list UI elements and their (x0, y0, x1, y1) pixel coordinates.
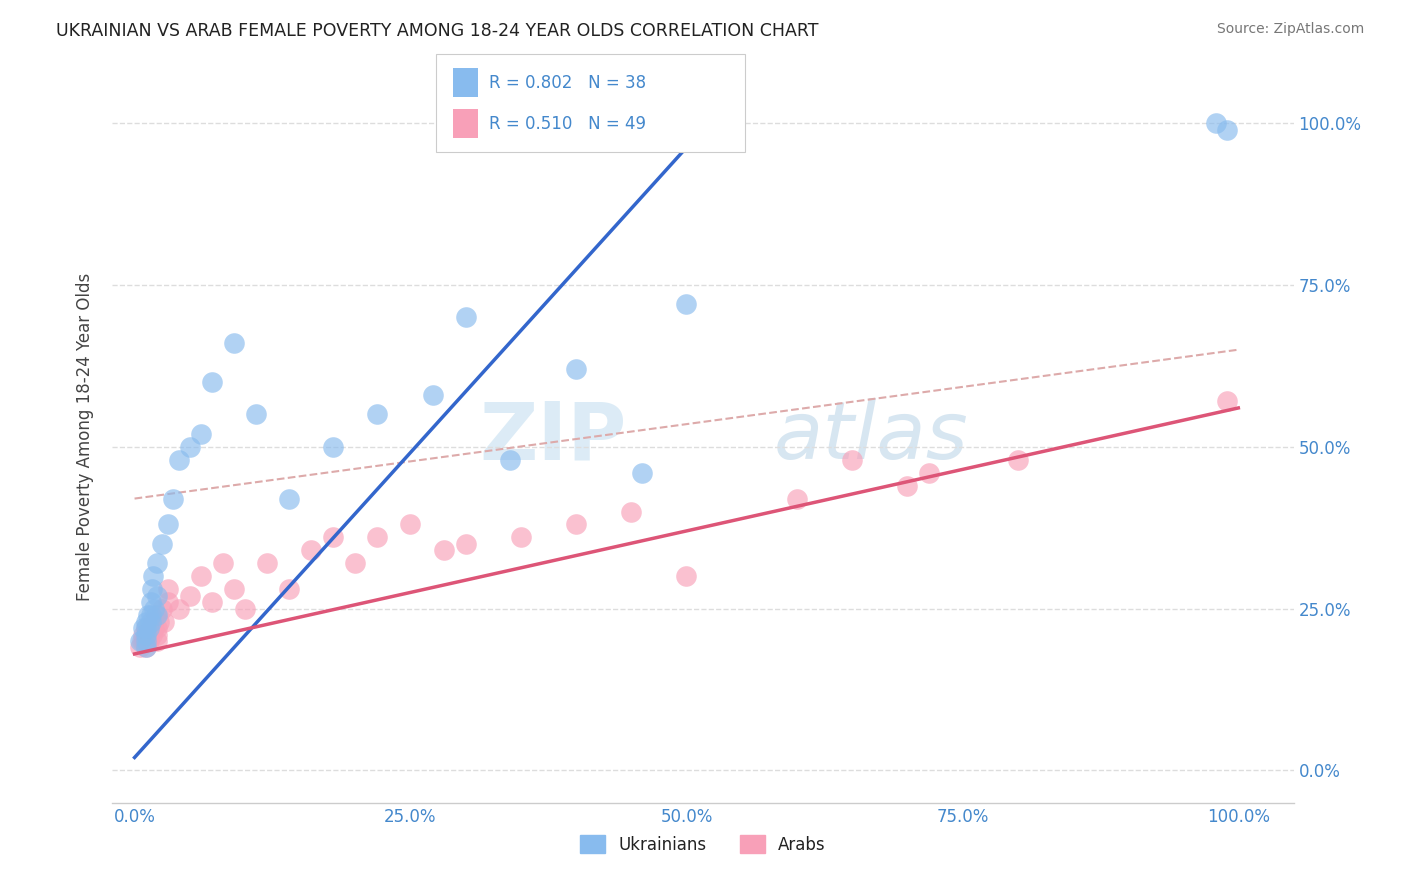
Point (162, 491, 184, 506)
Point (167, 601, 190, 615)
Point (179, 440, 201, 454)
Point (143, 601, 166, 615)
Point (135, 621, 157, 635)
Point (322, 440, 344, 454)
Point (454, 537, 477, 551)
Point (179, 589, 201, 603)
Point (141, 582, 163, 597)
Point (135, 640, 157, 655)
Point (135, 621, 157, 635)
Point (190, 569, 212, 583)
Point (138, 621, 160, 635)
Point (134, 634, 156, 648)
Point (675, 297, 697, 311)
Point (150, 537, 173, 551)
Text: atlas: atlas (773, 398, 969, 476)
Point (145, 627, 167, 641)
Point (138, 634, 160, 648)
Point (132, 627, 155, 641)
Point (1216, 394, 1239, 409)
Point (145, 608, 167, 623)
Point (142, 615, 165, 629)
Point (1216, 122, 1239, 136)
Point (841, 452, 863, 467)
Point (278, 491, 301, 506)
Point (201, 595, 224, 609)
Point (142, 569, 165, 583)
Legend: Ukrainians, Arabs: Ukrainians, Arabs (574, 829, 832, 860)
Point (1007, 452, 1029, 467)
Text: Source: ZipAtlas.com: Source: ZipAtlas.com (1216, 22, 1364, 37)
Point (153, 615, 176, 629)
Point (222, 582, 245, 597)
Point (131, 634, 153, 648)
Point (145, 557, 167, 571)
Point (299, 543, 322, 558)
Point (256, 557, 278, 571)
Point (233, 601, 256, 615)
Text: ZIP: ZIP (479, 398, 626, 476)
Text: R = 0.802   N = 38: R = 0.802 N = 38 (489, 73, 647, 92)
Point (212, 557, 235, 571)
Point (135, 640, 157, 655)
Point (918, 466, 941, 480)
Point (135, 634, 157, 648)
Point (139, 595, 162, 609)
Y-axis label: Female Poverty Among 18-24 Year Olds: Female Poverty Among 18-24 Year Olds (76, 273, 94, 601)
Point (786, 491, 808, 506)
Point (675, 569, 697, 583)
Point (156, 582, 179, 597)
Point (148, 615, 170, 629)
Point (620, 504, 643, 518)
Point (135, 634, 157, 648)
Point (136, 608, 159, 623)
Point (141, 627, 163, 641)
Text: UKRAINIAN VS ARAB FEMALE POVERTY AMONG 18-24 YEAR OLDS CORRELATION CHART: UKRAINIAN VS ARAB FEMALE POVERTY AMONG 1… (56, 22, 818, 40)
Point (132, 621, 155, 635)
Point (433, 543, 456, 558)
Point (139, 621, 162, 635)
Point (1205, 116, 1227, 130)
Point (190, 426, 212, 441)
Point (896, 478, 918, 492)
Point (366, 408, 388, 422)
Point (156, 517, 179, 532)
Point (399, 517, 422, 532)
Point (565, 517, 588, 532)
Point (136, 627, 159, 641)
Point (150, 601, 173, 615)
Point (145, 608, 167, 623)
Point (631, 466, 654, 480)
Point (454, 310, 477, 325)
Point (129, 634, 152, 648)
Point (499, 452, 522, 467)
Point (344, 557, 367, 571)
Point (145, 621, 167, 635)
Point (139, 615, 162, 629)
Point (222, 336, 245, 351)
Point (156, 595, 179, 609)
Point (167, 452, 190, 467)
Point (143, 621, 166, 635)
Point (565, 362, 588, 376)
Point (135, 627, 157, 641)
Point (509, 530, 531, 544)
Point (135, 627, 157, 641)
Point (139, 608, 162, 623)
Point (145, 634, 167, 648)
Point (129, 640, 152, 655)
Point (145, 589, 167, 603)
Point (201, 375, 224, 389)
Point (245, 408, 267, 422)
Text: R = 0.510   N = 49: R = 0.510 N = 49 (489, 114, 647, 133)
Point (135, 615, 157, 629)
Point (322, 530, 344, 544)
Point (278, 582, 301, 597)
Point (422, 388, 444, 402)
Point (366, 530, 388, 544)
